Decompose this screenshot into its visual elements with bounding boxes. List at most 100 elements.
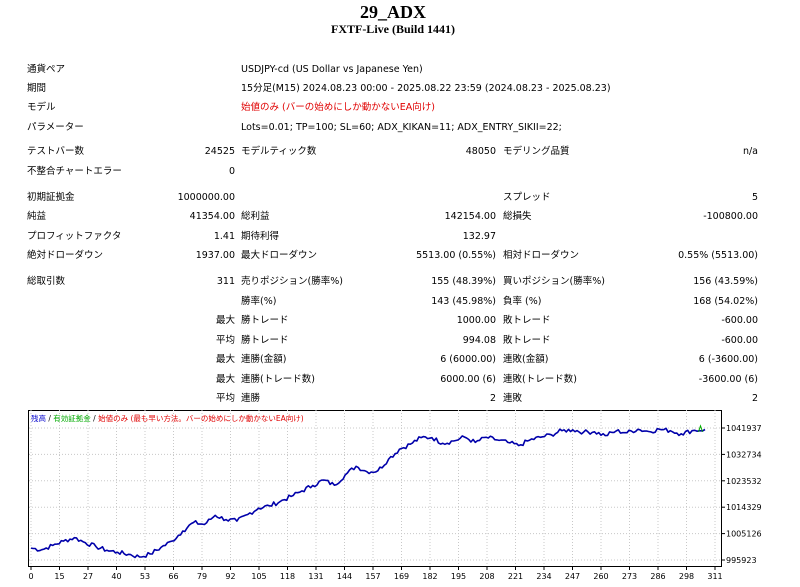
average-win-label: 勝トレード [241, 335, 289, 346]
average-consecutive-losses-label: 連敗 [503, 393, 523, 404]
maximal-drawdown-label: 最大ドローダウン [241, 250, 318, 261]
x-tick-label: 157 [365, 572, 380, 581]
report-title: 29_ADX [360, 2, 426, 22]
expected-payoff-label: 期待利得 [241, 231, 280, 242]
max-consecutive-loss-value: -3600.00 (6) [698, 374, 758, 385]
average-win-value: 994.08 [462, 335, 496, 346]
mismatch-label: 不整合チャートエラー [27, 166, 122, 177]
net-profit-label: 純益 [27, 211, 47, 222]
x-tick-label: 298 [679, 572, 694, 581]
quality-label: モデリング品質 [503, 146, 570, 157]
average-consecutive-losses-value: 2 [751, 393, 758, 404]
gross-loss-value: -100800.00 [703, 211, 758, 222]
spread-label: スプレッド [503, 192, 551, 203]
chart-plot-area [28, 410, 722, 567]
x-tick-label: 66 [168, 572, 178, 581]
max-cons-count-prefix: 最大 [215, 374, 235, 385]
x-tick-label: 0 [28, 572, 33, 581]
x-tick-label: 234 [536, 572, 551, 581]
x-tick-label: 131 [308, 572, 323, 581]
y-tick-label: 1005126 [726, 530, 762, 539]
x-tick-label: 27 [83, 572, 93, 581]
long-positions-value: 156 (43.59%) [693, 276, 758, 287]
chart-x-axis: 0 15 27 40 53 66 79 92 105 118 131 144 157 169 182 195 2… [28, 566, 723, 581]
short-positions-label: 売りポジション(勝率%) [241, 276, 343, 287]
loss-trades-label: 負率 (%) [503, 296, 542, 307]
chart-series [30, 424, 706, 559]
legend-entry: / [46, 414, 53, 423]
max-consecutive-wins-value: 6 (6000.00) [440, 354, 496, 365]
model-label: モデル [27, 102, 56, 113]
model-value: 始値のみ (バーの始めにしか動かないEA向け) [241, 102, 435, 113]
long-positions-label: 買いポジション(勝率%) [503, 276, 605, 287]
period-label: 期間 [27, 83, 47, 94]
x-tick-label: 221 [508, 572, 523, 581]
x-tick-label: 182 [422, 572, 437, 581]
y-tick-label: 995923 [726, 556, 757, 565]
ticks-label: モデルティック数 [241, 146, 317, 157]
symbol-label: 通貨ペア [27, 64, 66, 75]
ticks-value: 48050 [465, 146, 496, 157]
legend-entry: 始値のみ (最も早い方法。バーの始めにしか動かないEA向け) [98, 413, 304, 423]
x-tick-label: 15 [54, 572, 64, 581]
legend-entry: 残高 [31, 413, 46, 423]
y-tick-label: 1041937 [726, 424, 762, 433]
x-tick-label: 169 [394, 572, 409, 581]
largest-loss-label: 敗トレード [503, 315, 551, 326]
average-loss-value: -600.00 [721, 335, 758, 346]
absolute-drawdown-label: 絶対ドローダウン [27, 250, 104, 261]
y-tick-label: 1023532 [726, 477, 762, 486]
profit-trades-value: 143 (45.98%) [431, 296, 496, 307]
x-tick-label: 260 [593, 572, 608, 581]
chart-grid [29, 410, 721, 566]
spread-value: 5 [751, 192, 758, 203]
profit-factor-value: 1.41 [213, 231, 235, 242]
y-tick-label: 1014329 [726, 503, 762, 512]
legend-text: 残高 / 有効証拠金 / 始値のみ (最も早い方法。バーの始めにしか動かないEA… [31, 413, 304, 423]
gross-loss-label: 総損失 [503, 211, 532, 222]
profit-factor-label: プロフィットファクタ [27, 231, 122, 242]
relative-drawdown-label: 相対ドローダウン [503, 250, 580, 261]
x-tick-label: 195 [451, 572, 466, 581]
x-tick-label: 311 [707, 572, 722, 581]
avg-cons-prefix: 平均 [215, 393, 235, 404]
period-value: 15分足(M15) 2024.08.23 00:00 - 2025.08.22 … [241, 83, 611, 94]
x-tick-label: 105 [251, 572, 266, 581]
max-consecutive-losses-label: 連敗(金額) [503, 354, 549, 365]
average-consecutive-wins-value: 2 [489, 393, 496, 404]
max-consecutive-losses-value: 6 (-3600.00) [698, 354, 758, 365]
balance-chart: 残高 / 有効証拠金 / 始値のみ (最も早い方法。バーの始めにしか動かないEA… [28, 410, 762, 581]
params-value: Lots=0.01; TP=100; SL=60; ADX_KIKAN=11; … [241, 122, 562, 133]
x-tick-label: 53 [140, 572, 150, 581]
x-tick-label: 286 [650, 572, 665, 581]
short-positions-value: 155 (48.39%) [431, 276, 496, 287]
legend-entry: / [91, 414, 98, 423]
largest-prefix: 最大 [215, 315, 235, 326]
x-tick-label: 247 [565, 572, 580, 581]
chart-legend: 残高 / 有効証拠金 / 始値のみ (最も早い方法。バーの始めにしか動かないEA… [31, 413, 304, 423]
x-tick-label: 92 [225, 572, 235, 581]
max-consecutive-loss-label: 連敗(トレード数) [503, 374, 577, 385]
legend-entry: 有効証拠金 [53, 413, 91, 423]
absolute-drawdown-value: 1937.00 [195, 250, 235, 261]
gross-profit-label: 総利益 [241, 211, 270, 222]
total-trades-label: 総取引数 [27, 276, 66, 287]
max-consecutive-profit-label: 連勝(トレード数) [241, 374, 315, 385]
x-tick-label: 144 [337, 572, 352, 581]
deposit-value: 1000000.00 [177, 192, 235, 203]
total-trades-value: 311 [216, 276, 235, 287]
mismatch-value: 0 [228, 166, 235, 177]
x-tick-label: 118 [280, 572, 295, 581]
x-tick-label: 40 [111, 572, 121, 581]
params-label: パラメーター [27, 122, 84, 133]
largest-win-value: 1000.00 [456, 315, 496, 326]
largest-loss-value: -600.00 [721, 315, 758, 326]
average-prefix: 平均 [215, 335, 235, 346]
average-loss-label: 敗トレード [503, 335, 551, 346]
max-cons-prefix: 最大 [215, 354, 235, 365]
profit-trades-label: 勝率(%) [241, 296, 277, 307]
chart-y-axis: 1041937 1032734 1023532 1014329 1005126 99592… [721, 424, 762, 565]
average-consecutive-wins-label: 連勝 [241, 393, 261, 404]
y-tick-label: 1032734 [726, 450, 762, 459]
max-consecutive-wins-label: 連勝(金額) [241, 354, 287, 365]
